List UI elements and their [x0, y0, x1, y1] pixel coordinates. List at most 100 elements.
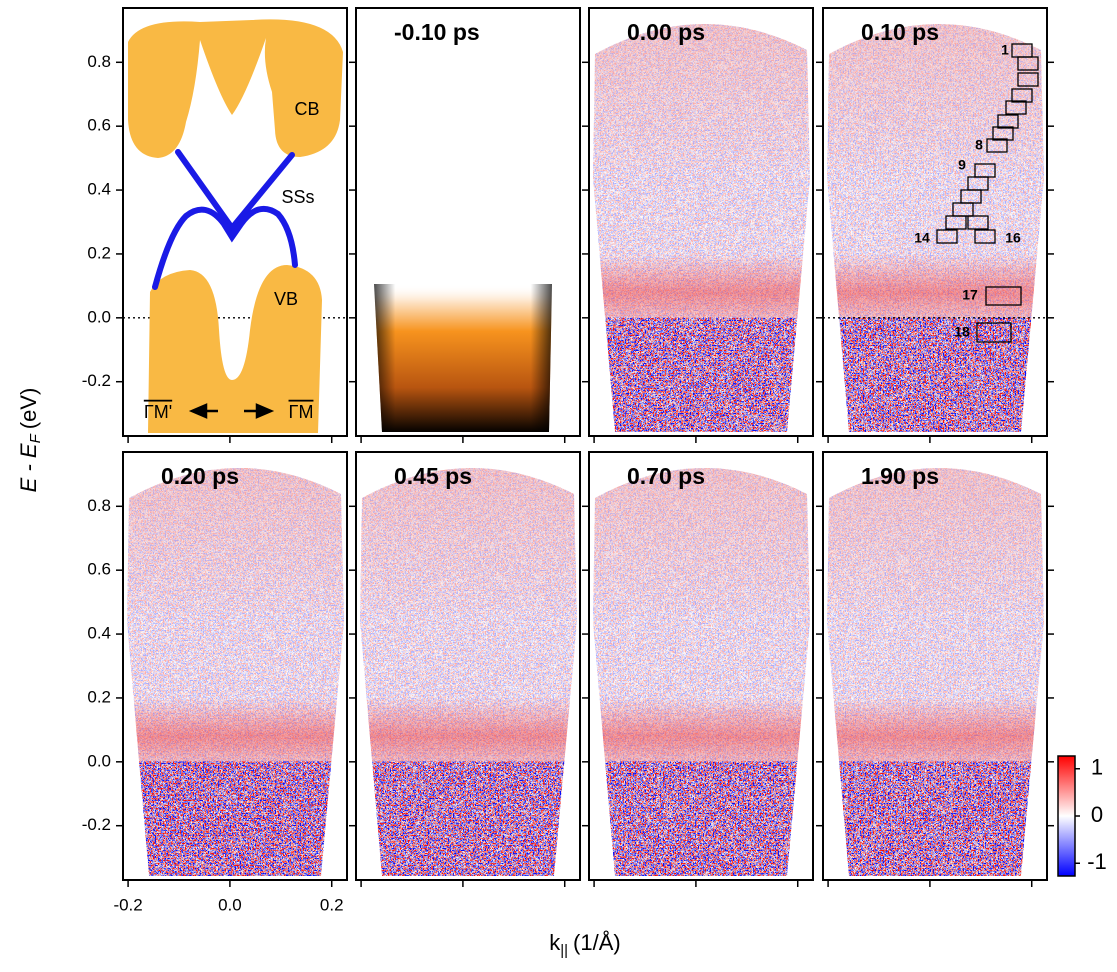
x-tick-label: 0.0 [218, 895, 242, 914]
region-box [1005, 100, 1027, 115]
region-box [967, 215, 989, 230]
y-tick-label: 0.2 [87, 687, 111, 706]
box-label: 18 [954, 324, 970, 340]
band-label: VB [274, 289, 298, 309]
band-label: CB [294, 99, 319, 119]
pink-tint [593, 23, 810, 168]
panel-title: 1.90 ps [861, 463, 939, 489]
box-label: 16 [1005, 230, 1021, 246]
y-tick-label: -0.2 [82, 371, 111, 390]
pink-tint [827, 23, 1044, 168]
panel-title: 0.10 ps [861, 19, 939, 45]
box-label: 9 [958, 157, 966, 173]
panel-frame [122, 451, 348, 881]
region-box [1017, 56, 1039, 71]
region-box [1011, 88, 1033, 103]
region-box [1017, 72, 1039, 87]
region-box [945, 215, 967, 230]
region-boxes: 1 8 9 14 16 17 18 [914, 42, 1039, 343]
y-axis-label: E - EF (eV) [16, 388, 44, 493]
box-label: 14 [914, 230, 930, 246]
x-axis-label: k|| (1/Å) [549, 930, 620, 959]
surface-state [152, 205, 298, 290]
pink-tint [360, 467, 577, 612]
x-label-sub: || [560, 942, 568, 959]
region-box [992, 126, 1014, 141]
x-label-text: k [549, 930, 561, 955]
pink-tint [827, 467, 1044, 612]
y-tick-label: 0.6 [87, 560, 111, 579]
y-tick-label: -0.2 [82, 815, 111, 834]
red-band [593, 253, 810, 318]
y-tick-label: 0.0 [87, 751, 111, 770]
panel-title: 0.45 ps [394, 463, 472, 489]
surface-state [175, 149, 295, 233]
panel-frame [588, 7, 814, 437]
intensity-edge [374, 284, 552, 432]
y-tick-label: 0.8 [87, 496, 111, 515]
difference-map [827, 23, 1044, 432]
y-tick-label: 0.4 [87, 624, 111, 643]
region-box [986, 138, 1008, 153]
region-box [985, 286, 1022, 306]
noise-lower [127, 761, 344, 876]
region-box [997, 114, 1019, 129]
noise-lower [827, 317, 1044, 432]
y-label-text: E - E [16, 443, 41, 492]
y-tick-label: 0.2 [87, 243, 111, 262]
valence-band [148, 265, 322, 433]
direction-label: ΓM' [144, 402, 172, 422]
y-label-unit: (eV) [16, 388, 41, 430]
y-tick-label: 0.4 [87, 180, 111, 199]
x-tick-label: 0.2 [320, 895, 344, 914]
panel-frame [355, 451, 581, 881]
conduction-band [128, 19, 343, 159]
y-tick-label: 0.0 [87, 307, 111, 326]
panel-frame [122, 7, 348, 437]
noise-lower [360, 761, 577, 876]
panel-title: 0.70 ps [627, 463, 705, 489]
noise-lower [593, 761, 810, 876]
band-label: SSs [281, 187, 314, 207]
red-band [127, 697, 344, 762]
arrow [188, 403, 218, 419]
difference-map [593, 23, 810, 432]
region-box [936, 229, 958, 244]
colorbar-label: 1 [1091, 755, 1103, 780]
box-label: 17 [962, 287, 978, 303]
noise-lower [827, 761, 1044, 876]
arrow [244, 403, 275, 419]
direction-label: ΓM [289, 402, 314, 422]
difference-map [360, 467, 577, 876]
panels-layer: -0.10 ps 0.00 ps 0.10 ps 0.20 ps 0.45 ps 0.70… [82, 7, 1107, 914]
pink-tint [127, 467, 344, 612]
difference-map [827, 467, 1044, 876]
y-tick-label: 0.6 [87, 116, 111, 135]
box-label: 1 [1001, 42, 1009, 58]
red-band [827, 253, 1044, 318]
panel-title: 0.20 ps [161, 463, 239, 489]
x-label-unit: (1/Å) [573, 930, 621, 955]
red-band [360, 697, 577, 762]
red-band [827, 697, 1044, 762]
panel-frame [355, 7, 581, 437]
panel-frame [588, 451, 814, 881]
region-box [976, 322, 1012, 343]
red-band [593, 697, 810, 762]
box-label: 8 [975, 137, 983, 153]
colorbar-label: 0 [1091, 802, 1103, 827]
pink-tint [593, 467, 810, 612]
panel-title: 0.00 ps [627, 19, 705, 45]
panel-frame [822, 451, 1048, 881]
difference-map [127, 467, 344, 876]
y-tick-label: 0.8 [87, 52, 111, 71]
panel-frame [822, 7, 1048, 437]
schematic: CB SSs VB ΓM' ΓM [128, 19, 343, 433]
noise-lower [593, 317, 810, 432]
difference-map [593, 467, 810, 876]
panel-title: -0.10 ps [394, 19, 480, 45]
colorbar [1057, 755, 1076, 877]
region-box [974, 229, 996, 244]
